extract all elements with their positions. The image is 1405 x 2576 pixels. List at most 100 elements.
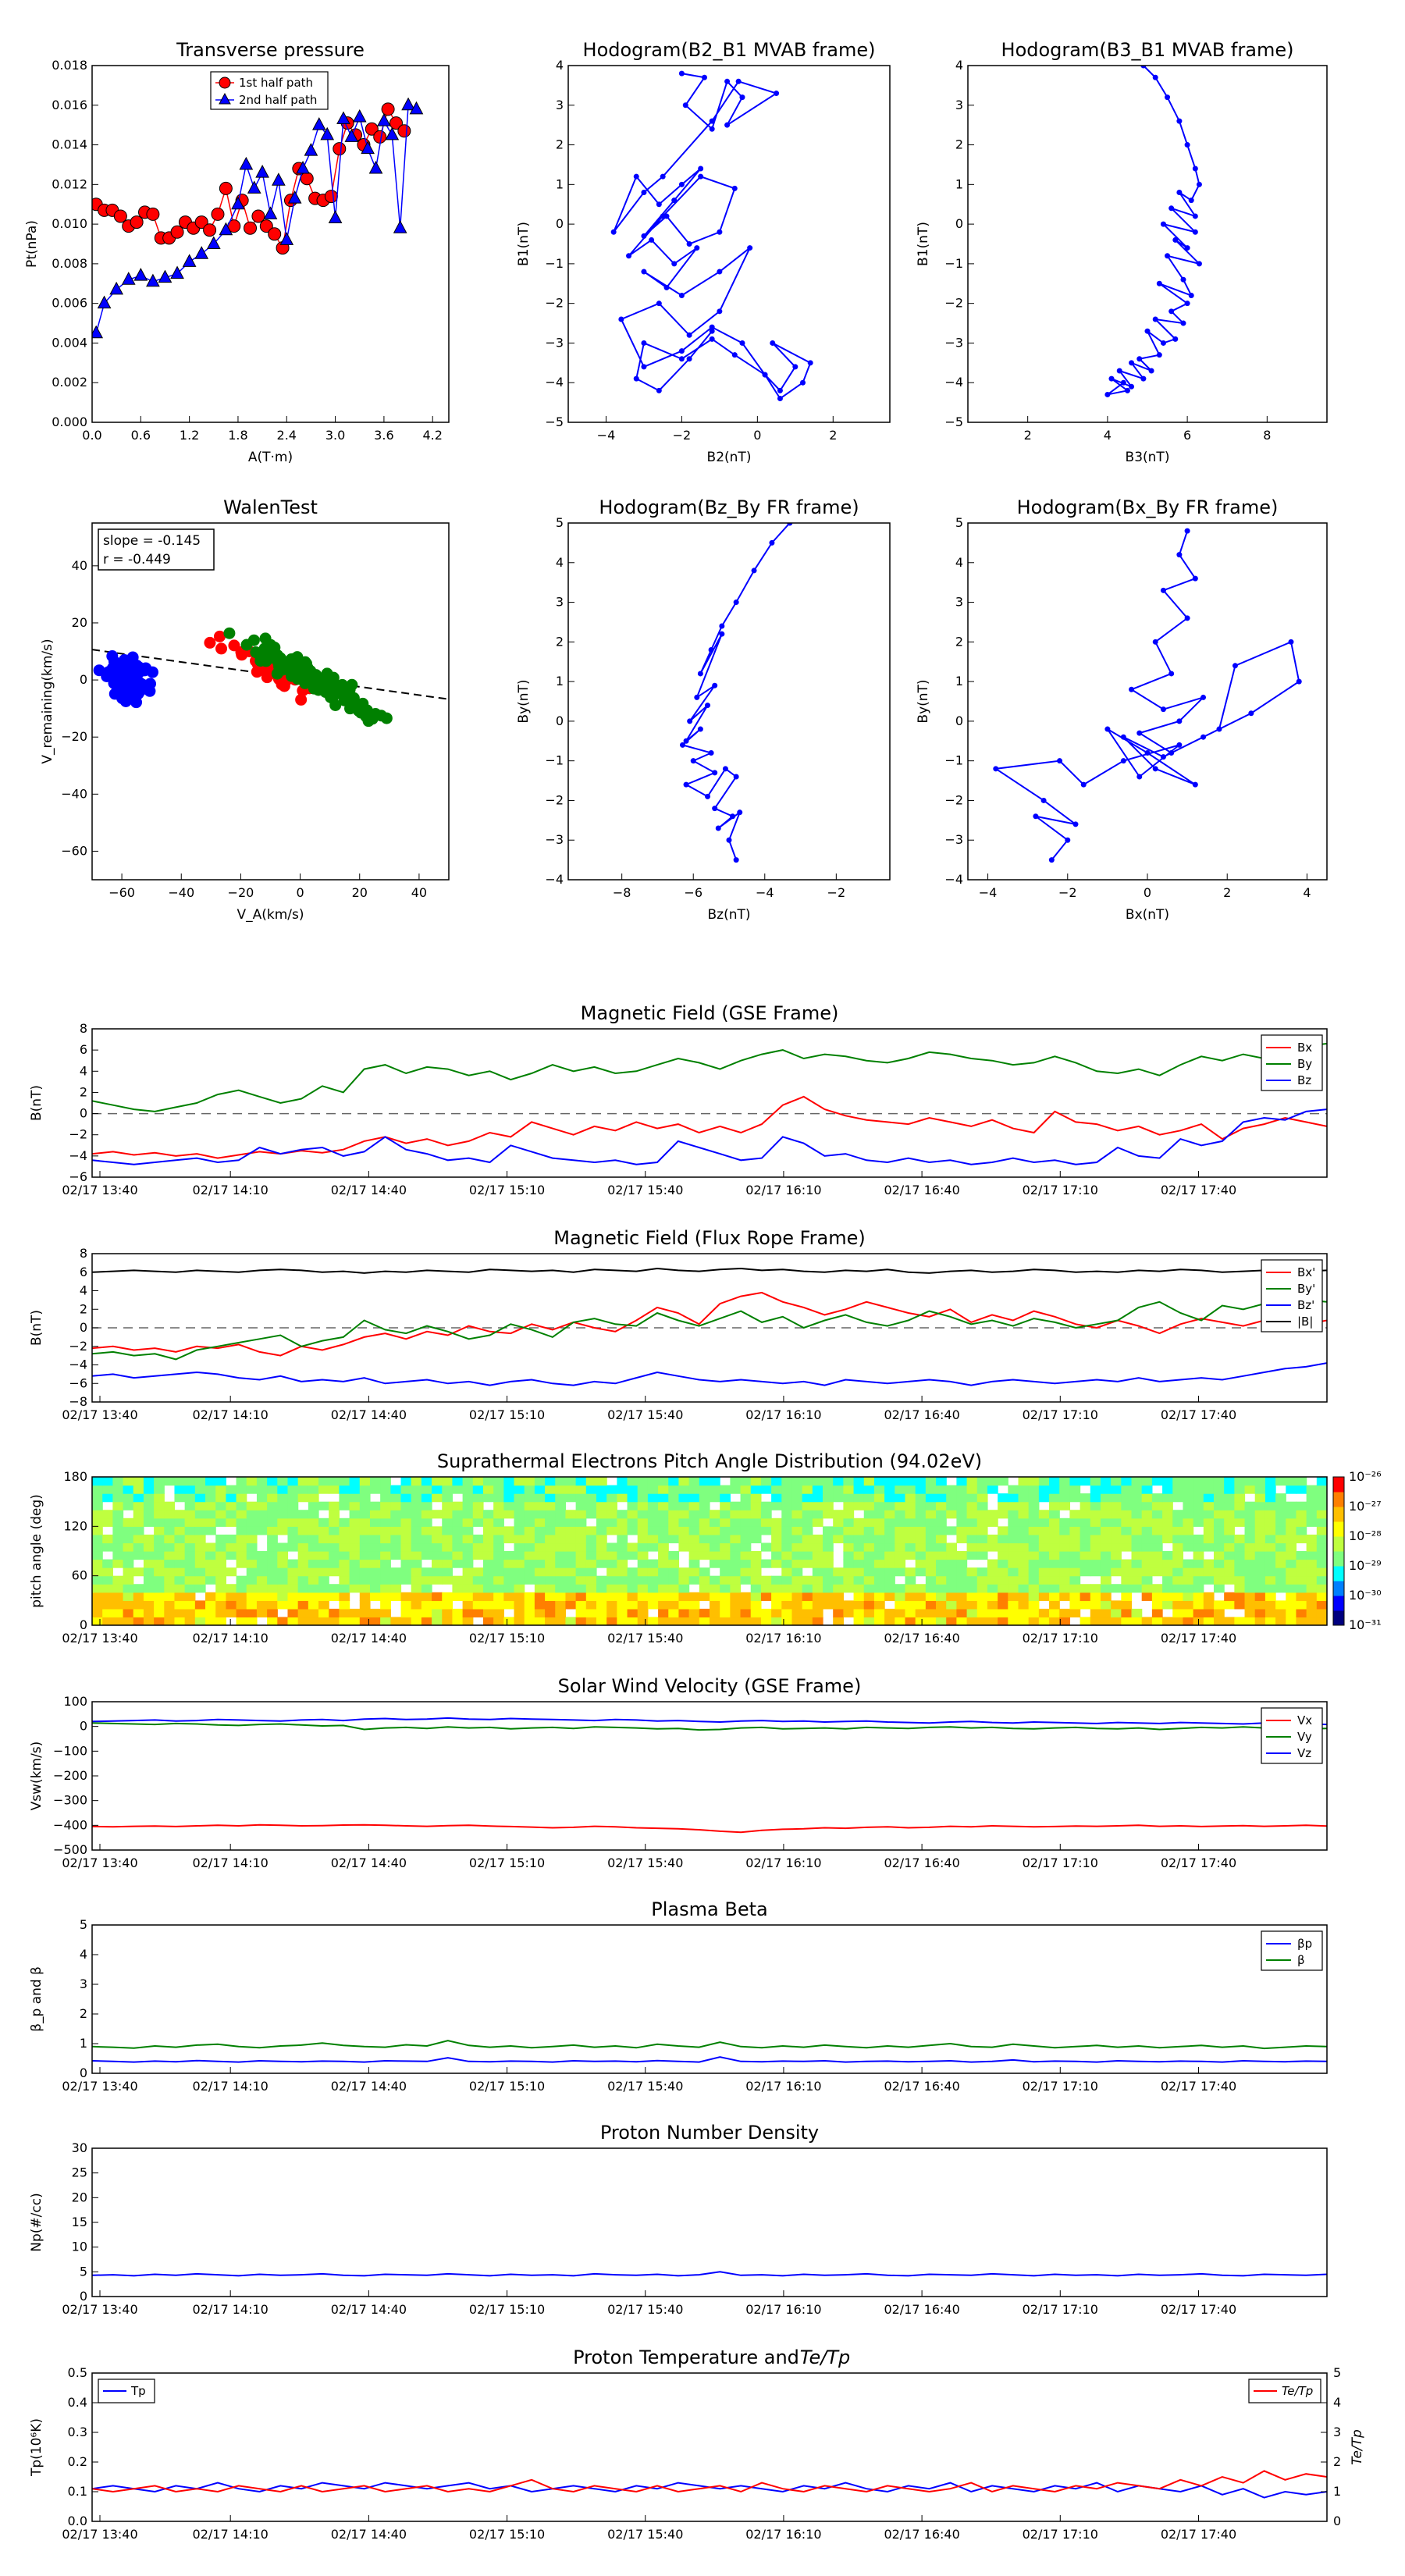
heatmap-cell — [658, 1493, 669, 1503]
heatmap-cell — [1049, 1534, 1060, 1544]
heatmap-cell — [791, 1477, 803, 1486]
heatmap-cell — [627, 1592, 638, 1601]
heatmap-cell — [802, 1526, 813, 1535]
hodogram-point — [1180, 276, 1186, 283]
heatmap-cell — [1131, 1584, 1143, 1593]
heatmap-cell — [1183, 1575, 1194, 1585]
hodogram-point — [686, 356, 692, 362]
heatmap-cell — [400, 1617, 412, 1625]
heatmap-cell — [143, 1575, 155, 1585]
heatmap-cell — [1151, 1600, 1163, 1610]
heatmap-cell — [1244, 1592, 1256, 1601]
heatmap-cell — [1316, 1510, 1327, 1519]
heatmap-cell — [1038, 1534, 1050, 1544]
heatmap-cell — [1100, 1485, 1112, 1494]
hodogram-point — [1196, 181, 1202, 187]
heatmap-cell — [802, 1575, 813, 1585]
heatmap-cell — [843, 1493, 855, 1503]
heatmap-cell — [92, 1542, 103, 1552]
x-tick-label: 02/17 15:40 — [607, 1407, 683, 1422]
heatmap-cell — [287, 1608, 299, 1618]
heatmap-cell — [369, 1517, 381, 1527]
heatmap-cell — [987, 1542, 998, 1552]
heatmap-cell — [884, 1551, 895, 1560]
x-tick-label: 02/17 13:40 — [62, 2079, 137, 2094]
heatmap-cell — [658, 1608, 669, 1618]
heatmap-cell — [1141, 1592, 1153, 1601]
heatmap-cell — [987, 1600, 998, 1610]
heatmap-cell — [998, 1617, 1008, 1625]
heatmap-cell — [895, 1608, 906, 1618]
heatmap-cell — [915, 1617, 927, 1625]
heatmap-cell — [421, 1567, 432, 1577]
heatmap-cell — [1028, 1600, 1040, 1610]
heatmap-cell — [678, 1600, 690, 1610]
heatmap-cell — [606, 1501, 617, 1510]
heatmap-cell — [174, 1526, 186, 1535]
x-tick-label: 02/17 14:40 — [331, 1183, 407, 1197]
y-axis-label: B(nT) — [29, 1085, 44, 1121]
heatmap-cell — [349, 1608, 361, 1618]
heatmap-cell — [946, 1542, 957, 1552]
heatmap-cell — [781, 1600, 793, 1610]
heatmap-cell — [936, 1559, 947, 1568]
heatmap-cell — [720, 1608, 731, 1618]
heatmap-cell — [699, 1608, 710, 1618]
heatmap-cell — [215, 1617, 226, 1625]
heatmap-cell — [946, 1584, 957, 1593]
heatmap-cell — [123, 1477, 134, 1486]
data-point — [385, 126, 400, 141]
heatmap-cell — [936, 1501, 947, 1510]
heatmap-cell — [668, 1584, 680, 1593]
heatmap-cell — [720, 1559, 731, 1568]
heatmap-cell — [277, 1542, 289, 1552]
heatmap-cell — [863, 1485, 875, 1494]
x-tick-label: 02/17 17:40 — [1161, 1856, 1236, 1870]
heatmap-cell — [421, 1600, 432, 1610]
heatmap-cell — [668, 1477, 680, 1486]
heatmap-cell — [596, 1501, 607, 1510]
heatmap-cell — [482, 1617, 494, 1625]
heatmap-cell — [565, 1485, 577, 1494]
heatmap-cell — [627, 1600, 638, 1610]
heatmap-cell — [1100, 1542, 1112, 1552]
heatmap-cell — [1018, 1551, 1030, 1560]
heatmap-cell — [143, 1551, 155, 1560]
heatmap-cell — [1224, 1567, 1235, 1577]
heatmap-cell — [1131, 1485, 1143, 1494]
y-tick-label: 1 — [1333, 2484, 1341, 2499]
heatmap-cell — [710, 1559, 720, 1568]
heatmap-cell — [1193, 1493, 1204, 1503]
heatmap-cell — [349, 1510, 361, 1519]
heatmap-cell — [710, 1600, 720, 1610]
y-tick-label: 5 — [80, 2264, 87, 2279]
heatmap-cell — [1080, 1617, 1091, 1625]
heatmap-cell — [472, 1600, 484, 1610]
heatmap-cell — [339, 1592, 350, 1601]
heatmap-cell — [143, 1485, 155, 1494]
heatmap-cell — [740, 1559, 752, 1568]
heatmap-cell — [1090, 1608, 1101, 1618]
heatmap-cell — [802, 1608, 813, 1618]
data-point — [170, 225, 184, 239]
heatmap-cell — [390, 1567, 402, 1577]
heatmap-cell — [1306, 1485, 1318, 1494]
heatmap-cell — [1234, 1559, 1246, 1568]
hodogram-point — [671, 261, 678, 267]
heatmap-cell — [1008, 1575, 1019, 1585]
heatmap-cell — [884, 1526, 895, 1535]
heatmap-cell — [545, 1517, 556, 1527]
hodogram-point — [807, 360, 813, 366]
heatmap-cell — [411, 1485, 422, 1494]
heatmap-cell — [442, 1485, 454, 1494]
x-tick-label: 02/17 17:10 — [1023, 2302, 1098, 2317]
heatmap-cell — [812, 1510, 823, 1519]
x-tick-label: 02/17 16:10 — [745, 1407, 821, 1422]
hodogram-point — [1176, 118, 1183, 124]
heatmap-cell — [123, 1584, 134, 1593]
heatmap-cell — [863, 1542, 875, 1552]
data-point — [344, 129, 359, 142]
heatmap-cell — [1049, 1600, 1060, 1610]
y-tick-label: −2 — [69, 1127, 87, 1142]
